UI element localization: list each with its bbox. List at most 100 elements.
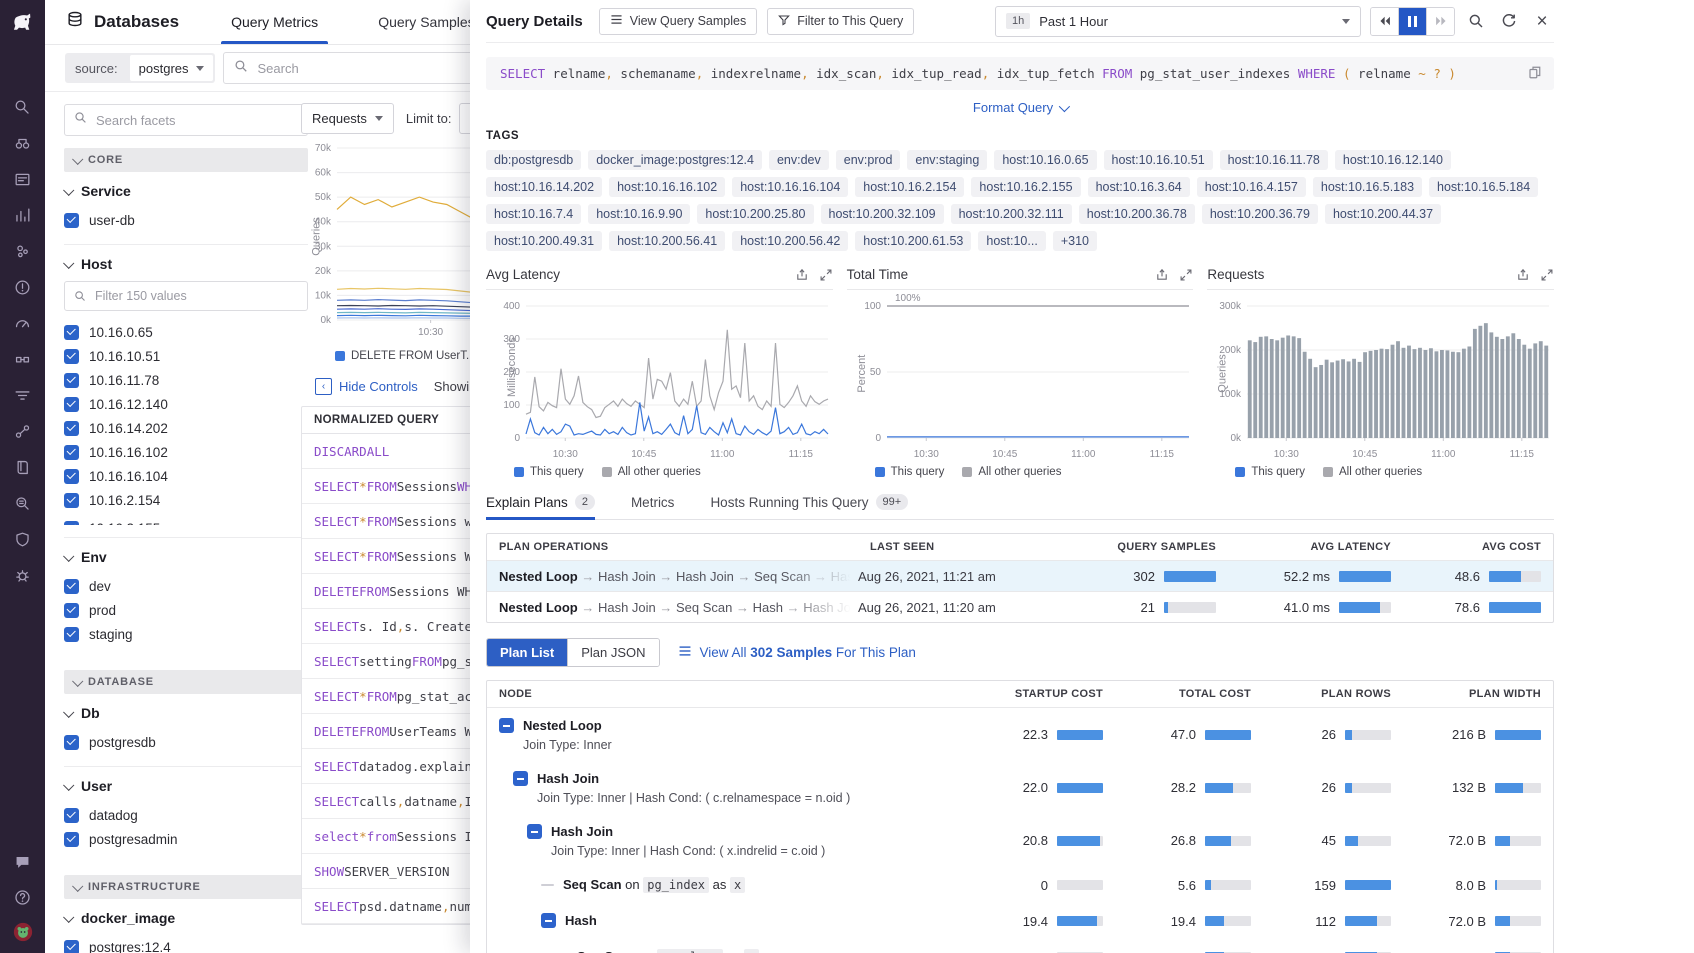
checkbox-checked-icon[interactable] [64,807,79,823]
refresh-icon[interactable] [1497,9,1521,33]
tag-pill[interactable]: host:10.16.4.157 [1196,177,1306,197]
plan-operations-row[interactable]: Nested Loop → Hash Join → Hash Join → Se… [487,560,1553,591]
integrations-icon[interactable] [12,348,34,370]
tag-pill[interactable]: host:10... [978,231,1046,251]
synthetics-icon[interactable] [12,564,34,586]
source-selector[interactable]: source: postgres [65,53,215,83]
tag-pill[interactable]: host:10.16.7.4 [486,204,582,224]
facet-group-header[interactable]: Env [63,549,308,565]
legend-item[interactable]: All other queries [962,466,1061,478]
checkbox-checked-icon[interactable] [64,939,79,953]
pipelines-icon[interactable] [12,384,34,406]
dashboards-icon[interactable] [12,168,34,190]
tab-query-metrics[interactable]: Query Metrics [221,0,329,44]
pause-button[interactable] [1398,7,1426,35]
tag-pill[interactable]: host:10.200.32.111 [950,204,1072,224]
checkbox-checked-icon[interactable] [64,372,79,388]
checkbox-checked-icon[interactable] [64,324,79,340]
facet-value-postgres:12.4[interactable]: postgres:12.4 [64,935,308,953]
facet-group-header[interactable]: Db [63,705,308,721]
facet-value-staging[interactable]: staging [64,622,308,646]
facet-value-10.16.11.78[interactable]: 10.16.11.78 [64,368,308,392]
facet-group-header[interactable]: Host [63,256,308,272]
tag-pill[interactable]: host:10.200.25.80 [697,204,814,224]
fast-forward-button[interactable] [1426,7,1454,35]
facet-section-database[interactable]: DATABASE [64,670,308,694]
watchdog-icon[interactable] [12,132,34,154]
tag-pill[interactable]: host:10.16.0.65 [994,150,1097,170]
rewind-button[interactable] [1371,7,1398,35]
checkbox-checked-icon[interactable] [64,212,79,228]
facet-value-10.16.16.102[interactable]: 10.16.16.102 [64,440,308,464]
apm-icon[interactable] [12,312,34,334]
facet-value-10.16.14.202[interactable]: 10.16.14.202 [64,416,308,440]
tag-pill[interactable]: env:dev [768,150,829,170]
plan-json-button[interactable]: Plan JSON [567,639,659,666]
tag-pill[interactable]: host:10.16.3.64 [1087,177,1190,197]
metrics-icon[interactable] [12,204,34,226]
export-icon[interactable] [1155,268,1169,282]
tag-pill[interactable]: host:10.16.14.202 [486,177,603,197]
expand-icon[interactable] [819,268,833,282]
monitors-icon[interactable] [12,276,34,298]
collapse-node-icon[interactable] [513,771,528,786]
zoom-icon[interactable] [1464,9,1488,33]
facet-value-10.16.0.65[interactable]: 10.16.0.65 [64,320,308,344]
legend-item[interactable]: This query [1235,466,1305,478]
plan-node-row[interactable]: Nested Loop Join Type: Inner 22.3 47.0 26 216… [487,708,1553,761]
facet-value-postgresdb[interactable]: postgresdb [64,730,308,754]
time-range-picker[interactable]: 1h Past 1 Hour [995,5,1361,37]
tag-pill[interactable]: env:prod [835,150,901,170]
normalized-query-row[interactable]: SELECT * FROM Sessions w [302,504,730,539]
facet-value-10.16.10.51[interactable]: 10.16.10.51 [64,344,308,368]
facet-value-10.16.2.154[interactable]: 10.16.2.154 [64,488,308,512]
search-icon[interactable] [12,96,34,118]
plan-node-row[interactable]: Seq Scan on pg_index as x 0 5.6 159 8.0 B [487,867,1553,903]
logs-icon[interactable] [12,492,34,514]
legend-item[interactable]: This query [874,466,944,478]
checkbox-checked-icon[interactable] [64,626,79,642]
checkbox-checked-icon[interactable] [64,831,79,847]
facet-value-datadog[interactable]: datadog [64,803,308,827]
checkbox-checked-icon[interactable] [64,468,79,484]
facet-value-postgresadmin[interactable]: postgresadmin [64,827,308,851]
facet-section-infrastructure[interactable]: INFRASTRUCTURE [64,875,308,899]
facet-value-dev[interactable]: dev [64,574,308,598]
tab-metrics[interactable]: Metrics [630,494,675,510]
facet-section-core[interactable]: CORE [64,148,308,172]
tag-pill[interactable]: host:10.16.11.78 [1219,150,1328,170]
facet-value-user-db[interactable]: user-db [64,208,308,232]
tab-hosts-running-this-query[interactable]: Hosts Running This Query 99+ [710,494,909,519]
checkbox-checked-icon[interactable] [64,348,79,364]
close-icon[interactable]: × [1536,10,1548,32]
notebooks-icon[interactable] [12,456,34,478]
tag-pill[interactable]: host:10.16.16.102 [609,177,726,197]
tag-pill[interactable]: host:10.16.5.183 [1312,177,1423,197]
checkbox-checked-icon[interactable] [64,578,79,594]
host-map-icon[interactable] [12,240,34,262]
tag-pill[interactable]: docker_image:postgres:12.4 [588,150,762,170]
copy-icon[interactable] [1527,65,1542,83]
view-all-samples-link[interactable]: View All 302 Samples For This Plan [678,644,916,661]
checkbox-checked-icon[interactable] [64,396,79,412]
tag-pill[interactable]: host:10.200.36.79 [1201,204,1318,224]
filter-to-query-button[interactable]: Filter to This Query [767,7,915,35]
plan-node-row[interactable]: Hash Join Join Type: Inner | Hash Cond: (… [487,814,1553,867]
checkbox-checked-icon[interactable] [64,444,79,460]
tag-pill[interactable]: host:10.200.32.109 [820,204,944,224]
facet-group-header[interactable]: User [63,778,308,794]
tag-pill[interactable]: host:10.200.61.53 [855,231,972,251]
checkbox-checked-icon[interactable] [64,734,79,750]
legend-item[interactable]: All other queries [601,466,701,478]
expand-icon[interactable] [1540,268,1554,282]
metric-selector[interactable]: Requests [301,103,394,134]
tab-query-samples[interactable]: Query Samples [378,14,475,30]
checkbox-checked-icon[interactable] [64,602,79,618]
legend-item[interactable]: All other queries [1323,466,1422,478]
help-icon[interactable] [12,886,34,908]
facet-value-10.16.2.155[interactable]: 10.16.2.155 [64,516,308,525]
service-map-icon[interactable] [12,420,34,442]
tag-pill[interactable]: host:10.200.56.41 [609,231,726,251]
avatar-icon[interactable] [12,921,34,943]
